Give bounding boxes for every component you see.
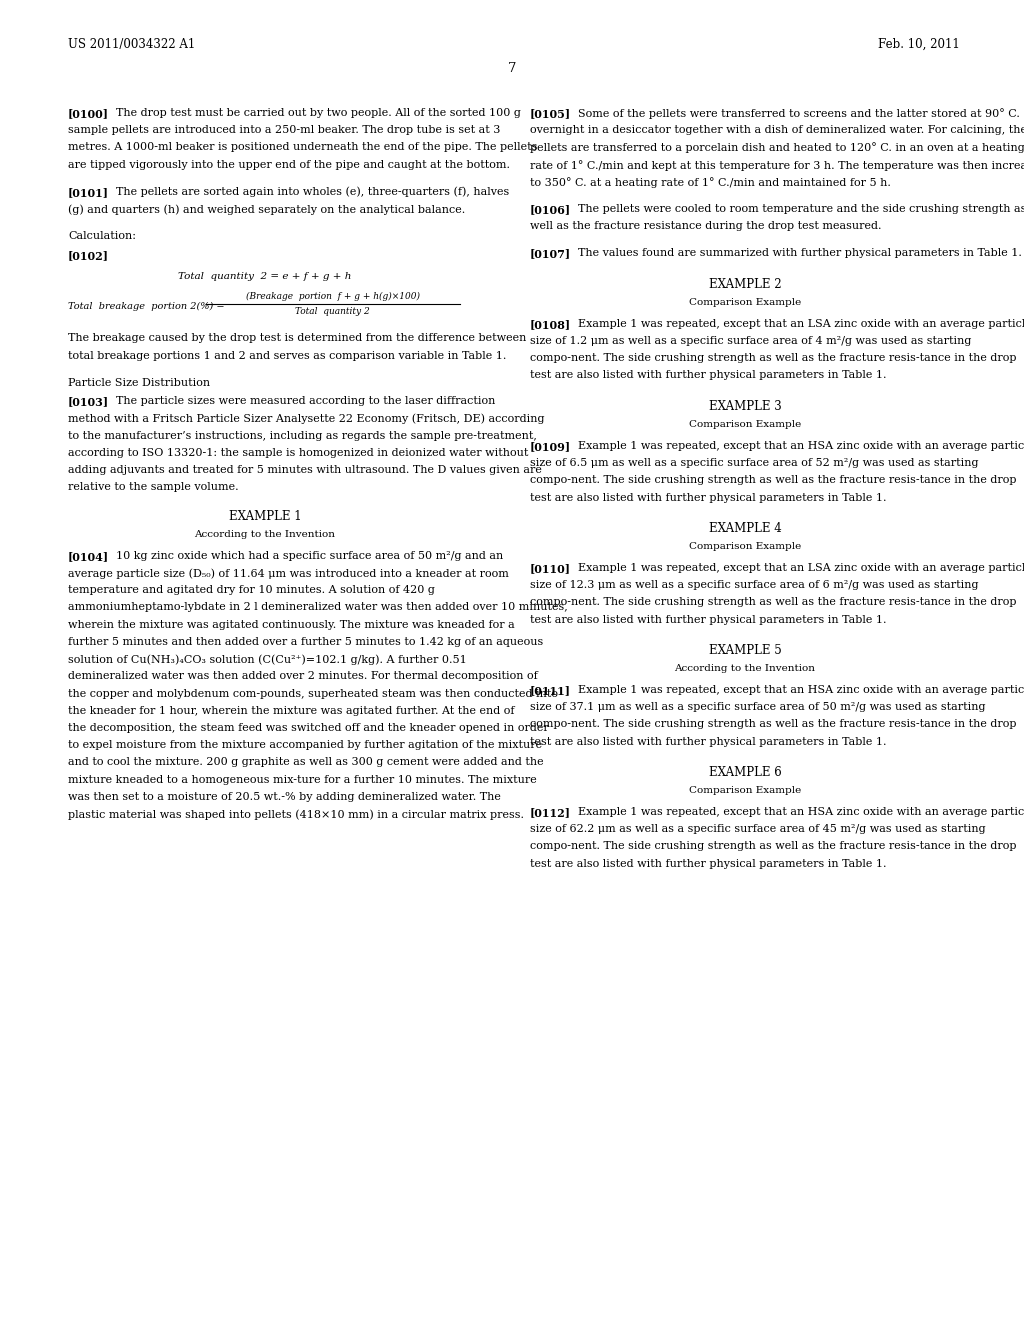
Text: compo-nent. The side crushing strength as well as the fracture resis-tance in th: compo-nent. The side crushing strength a…: [530, 598, 1017, 607]
Text: demineralized water was then added over 2 minutes. For thermal decomposition of: demineralized water was then added over …: [68, 672, 538, 681]
Text: Feb. 10, 2011: Feb. 10, 2011: [879, 38, 961, 51]
Text: compo-nent. The side crushing strength as well as the fracture resis-tance in th: compo-nent. The side crushing strength a…: [530, 841, 1017, 851]
Text: size of 37.1 μm as well as a specific surface area of 50 m²/g was used as starti: size of 37.1 μm as well as a specific su…: [530, 702, 985, 713]
Text: [0108]: [0108]: [530, 319, 571, 330]
Text: relative to the sample volume.: relative to the sample volume.: [68, 482, 239, 492]
Text: [0106]: [0106]: [530, 205, 571, 215]
Text: to 350° C. at a heating rate of 1° C./min and maintained for 5 h.: to 350° C. at a heating rate of 1° C./mi…: [530, 177, 891, 187]
Text: rate of 1° C./min and kept at this temperature for 3 h. The temperature was then: rate of 1° C./min and kept at this tempe…: [530, 160, 1024, 170]
Text: mixture kneaded to a homogeneous mix-ture for a further 10 minutes. The mixture: mixture kneaded to a homogeneous mix-tur…: [68, 775, 537, 784]
Text: 10 kg zinc oxide which had a specific surface area of 50 m²/g and an: 10 kg zinc oxide which had a specific su…: [116, 550, 503, 561]
Text: well as the fracture resistance during the drop test measured.: well as the fracture resistance during t…: [530, 222, 882, 231]
Text: Example 1 was repeated, except that an LSA zinc oxide with an average particle: Example 1 was repeated, except that an L…: [578, 319, 1024, 329]
Text: ammoniumheptamo-lybdate in 2 l demineralized water was then added over 10 minute: ammoniumheptamo-lybdate in 2 l demineral…: [68, 602, 567, 612]
Text: compo-nent. The side crushing strength as well as the fracture resis-tance in th: compo-nent. The side crushing strength a…: [530, 475, 1017, 486]
Text: metres. A 1000-ml beaker is positioned underneath the end of the pipe. The pelle: metres. A 1000-ml beaker is positioned u…: [68, 143, 538, 152]
Text: The breakage caused by the drop test is determined from the difference between: The breakage caused by the drop test is …: [68, 333, 526, 343]
Text: adding adjuvants and treated for 5 minutes with ultrasound. The D values given a: adding adjuvants and treated for 5 minut…: [68, 465, 542, 475]
Text: sample pellets are introduced into a 250-ml beaker. The drop tube is set at 3: sample pellets are introduced into a 250…: [68, 125, 501, 135]
Text: [0105]: [0105]: [530, 108, 571, 119]
Text: the kneader for 1 hour, wherein the mixture was agitated further. At the end of: the kneader for 1 hour, wherein the mixt…: [68, 706, 514, 715]
Text: [0107]: [0107]: [530, 248, 571, 260]
Text: size of 12.3 μm as well as a specific surface area of 6 m²/g was used as startin: size of 12.3 μm as well as a specific su…: [530, 579, 979, 590]
Text: temperature and agitated dry for 10 minutes. A solution of 420 g: temperature and agitated dry for 10 minu…: [68, 585, 435, 595]
Text: [0102]: [0102]: [68, 249, 109, 261]
Text: [0100]: [0100]: [68, 108, 109, 119]
Text: (g) and quarters (h) and weighed separately on the analytical balance.: (g) and quarters (h) and weighed separat…: [68, 205, 465, 215]
Text: total breakage portions 1 and 2 and serves as comparison variable in Table 1.: total breakage portions 1 and 2 and serv…: [68, 351, 507, 360]
Text: average particle size (D₅₀) of 11.64 μm was introduced into a kneader at room: average particle size (D₅₀) of 11.64 μm …: [68, 568, 509, 578]
Text: the copper and molybdenum com-pounds, superheated steam was then conducted into: the copper and molybdenum com-pounds, su…: [68, 689, 558, 698]
Text: according to ISO 13320-1: the sample is homogenized in deionized water without: according to ISO 13320-1: the sample is …: [68, 447, 528, 458]
Text: The particle sizes were measured according to the laser diffraction: The particle sizes were measured accordi…: [116, 396, 495, 407]
Text: According to the Invention: According to the Invention: [675, 664, 815, 673]
Text: size of 62.2 μm as well as a specific surface area of 45 m²/g was used as starti: size of 62.2 μm as well as a specific su…: [530, 824, 986, 834]
Text: US 2011/0034322 A1: US 2011/0034322 A1: [68, 38, 196, 51]
Text: EXAMPLE 6: EXAMPLE 6: [709, 766, 781, 779]
Text: Comparison Example: Comparison Example: [689, 298, 801, 306]
Text: compo-nent. The side crushing strength as well as the fracture resis-tance in th: compo-nent. The side crushing strength a…: [530, 719, 1017, 730]
Text: The drop test must be carried out by two people. All of the sorted 100 g: The drop test must be carried out by two…: [116, 108, 520, 117]
Text: EXAMPLE 2: EXAMPLE 2: [709, 277, 781, 290]
Text: 7: 7: [508, 62, 516, 75]
Text: According to the Invention: According to the Invention: [195, 529, 336, 539]
Text: plastic material was shaped into pellets (418×10 mm) in a circular matrix press.: plastic material was shaped into pellets…: [68, 809, 524, 820]
Text: size of 6.5 μm as well as a specific surface area of 52 m²/g was used as startin: size of 6.5 μm as well as a specific sur…: [530, 458, 979, 469]
Text: [0110]: [0110]: [530, 562, 571, 574]
Text: Total  quantity  2 = e + f + g + h: Total quantity 2 = e + f + g + h: [178, 272, 351, 281]
Text: test are also listed with further physical parameters in Table 1.: test are also listed with further physic…: [530, 371, 887, 380]
Text: [0101]: [0101]: [68, 187, 109, 198]
Text: (Breakage  portion  f + g + h(g)×100): (Breakage portion f + g + h(g)×100): [246, 292, 420, 301]
Text: to the manufacturer’s instructions, including as regards the sample pre-treatmen: to the manufacturer’s instructions, incl…: [68, 430, 537, 441]
Text: method with a Fritsch Particle Sizer Analysette 22 Economy (Fritsch, DE) accordi: method with a Fritsch Particle Sizer Ana…: [68, 413, 545, 424]
Text: EXAMPLE 5: EXAMPLE 5: [709, 644, 781, 656]
Text: Total  quantity 2: Total quantity 2: [295, 306, 370, 315]
Text: Comparison Example: Comparison Example: [689, 541, 801, 550]
Text: EXAMPLE 4: EXAMPLE 4: [709, 521, 781, 535]
Text: pellets are transferred to a porcelain dish and heated to 120° C. in an oven at : pellets are transferred to a porcelain d…: [530, 143, 1024, 153]
Text: Comparison Example: Comparison Example: [689, 785, 801, 795]
Text: the decomposition, the steam feed was switched off and the kneader opened in ord: the decomposition, the steam feed was sw…: [68, 723, 549, 733]
Text: EXAMPLE 3: EXAMPLE 3: [709, 400, 781, 413]
Text: The pellets are sorted again into wholes (e), three-quarters (f), halves: The pellets are sorted again into wholes…: [116, 187, 509, 198]
Text: size of 1.2 μm as well as a specific surface area of 4 m²/g was used as starting: size of 1.2 μm as well as a specific sur…: [530, 337, 972, 346]
Text: [0111]: [0111]: [530, 685, 571, 696]
Text: test are also listed with further physical parameters in Table 1.: test are also listed with further physic…: [530, 615, 887, 624]
Text: Example 1 was repeated, except that an HSA zinc oxide with an average particle: Example 1 was repeated, except that an H…: [578, 441, 1024, 451]
Text: test are also listed with further physical parameters in Table 1.: test are also listed with further physic…: [530, 737, 887, 747]
Text: The pellets were cooled to room temperature and the side crushing strength as: The pellets were cooled to room temperat…: [578, 205, 1024, 214]
Text: and to cool the mixture. 200 g graphite as well as 300 g cement were added and t: and to cool the mixture. 200 g graphite …: [68, 758, 544, 767]
Text: test are also listed with further physical parameters in Table 1.: test are also listed with further physic…: [530, 492, 887, 503]
Text: Total  breakage  portion 2(%) =: Total breakage portion 2(%) =: [68, 302, 224, 312]
Text: [0109]: [0109]: [530, 441, 571, 451]
Text: are tipped vigorously into the upper end of the pipe and caught at the bottom.: are tipped vigorously into the upper end…: [68, 160, 510, 170]
Text: test are also listed with further physical parameters in Table 1.: test are also listed with further physic…: [530, 859, 887, 869]
Text: Example 1 was repeated, except that an HSA zinc oxide with an average particle: Example 1 was repeated, except that an H…: [578, 807, 1024, 817]
Text: [0104]: [0104]: [68, 550, 110, 562]
Text: solution of Cu(NH₃)₄CO₃ solution (C(Cu²⁺)=102.1 g/kg). A further 0.51: solution of Cu(NH₃)₄CO₃ solution (C(Cu²⁺…: [68, 655, 467, 665]
Text: wherein the mixture was agitated continuously. The mixture was kneaded for a: wherein the mixture was agitated continu…: [68, 619, 515, 630]
Text: overnight in a desiccator together with a dish of demineralized water. For calci: overnight in a desiccator together with …: [530, 125, 1024, 135]
Text: further 5 minutes and then added over a further 5 minutes to 1.42 kg of an aqueo: further 5 minutes and then added over a …: [68, 636, 544, 647]
Text: The values found are summarized with further physical parameters in Table 1.: The values found are summarized with fur…: [578, 248, 1021, 259]
Text: Example 1 was repeated, except that an LSA zinc oxide with an average particle: Example 1 was repeated, except that an L…: [578, 562, 1024, 573]
Text: Particle Size Distribution: Particle Size Distribution: [68, 378, 210, 388]
Text: Comparison Example: Comparison Example: [689, 420, 801, 429]
Text: was then set to a moisture of 20.5 wt.-% by adding demineralized water. The: was then set to a moisture of 20.5 wt.-%…: [68, 792, 501, 801]
Text: Calculation:: Calculation:: [68, 231, 136, 242]
Text: to expel moisture from the mixture accompanied by further agitation of the mixtu: to expel moisture from the mixture accom…: [68, 741, 542, 750]
Text: compo-nent. The side crushing strength as well as the fracture resis-tance in th: compo-nent. The side crushing strength a…: [530, 354, 1017, 363]
Text: [0103]: [0103]: [68, 396, 110, 408]
Text: EXAMPLE 1: EXAMPLE 1: [228, 510, 301, 523]
Text: [0112]: [0112]: [530, 807, 571, 818]
Text: Example 1 was repeated, except that an HSA zinc oxide with an average particle: Example 1 was repeated, except that an H…: [578, 685, 1024, 694]
Text: Some of the pellets were transferred to screens and the latter stored at 90° C.: Some of the pellets were transferred to …: [578, 108, 1019, 119]
